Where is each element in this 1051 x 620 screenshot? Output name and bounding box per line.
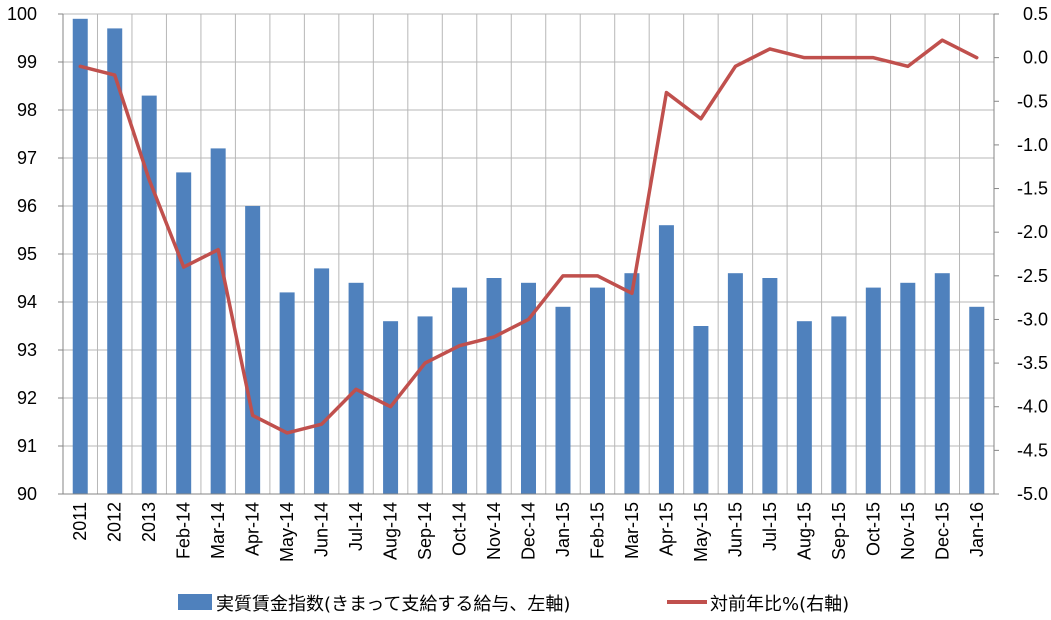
x-tick-label: Jan-16 [967,502,987,557]
bar [141,95,157,494]
bar [279,292,295,494]
x-tick-label: Apr-14 [243,502,263,556]
legend-label-bar: 実質賃金指数(きまって支給する給与、左軸) [216,594,570,615]
bar [900,282,916,494]
x-tick-label: Feb-14 [174,502,194,559]
bar [314,268,330,494]
bar [658,225,674,494]
x-tick-label: Oct-15 [863,502,883,556]
left-tick-label: 100 [7,4,37,24]
bar [417,316,433,494]
x-tick-label: 2012 [105,502,125,542]
right-tick-label: -2.0 [1017,222,1048,242]
x-tick-label: Dec-14 [519,502,539,560]
bar [176,172,192,494]
bar [555,306,571,494]
left-tick-label: 95 [17,244,37,264]
right-tick-label: -0.5 [1017,91,1048,111]
x-tick-label: Mar-14 [208,502,228,559]
x-tick-label: Oct-14 [450,502,470,556]
x-tick-label: Jun-14 [312,502,332,557]
left-tick-label: 94 [17,292,37,312]
line-path [78,38,979,435]
x-tick-label: 2011 [70,502,90,541]
x-tick-label: Jul-15 [760,502,780,551]
right-tick-label: 0.5 [1023,4,1048,24]
x-tick-label: Mar-15 [622,502,642,559]
right-tick-label: -4.0 [1017,397,1048,417]
x-tick-label: Jul-14 [346,502,366,551]
legend-swatch-bar [178,594,212,610]
x-tick-label: Aug-15 [794,502,814,560]
right-tick-label: -2.5 [1017,266,1048,286]
x-tick-label: Jan-15 [553,502,573,557]
legend: 実質賃金指数(きまって支給する給与、左軸) 対前年比%(右軸) [178,594,849,615]
bar [624,273,640,494]
legend-label-line: 対前年比%(右軸) [710,594,849,615]
bar [969,306,985,494]
bar [727,273,743,494]
x-tick-label: May-15 [691,502,711,562]
bar [245,206,261,494]
left-tick-label: 96 [17,196,37,216]
bar [934,273,950,494]
x-tick-label: Nov-14 [484,502,504,560]
left-axis-ticks: 90 91 92 93 94 95 96 97 98 99 100 [7,4,63,504]
right-tick-label: -1.0 [1017,135,1048,155]
left-tick-label: 90 [17,484,37,504]
bar [486,278,502,494]
left-tick-label: 93 [17,340,37,360]
left-tick-label: 99 [17,52,37,72]
x-tick-label: Sep-15 [829,502,849,560]
x-tick-label: 2013 [139,502,159,542]
x-tick-label: Feb-15 [587,502,607,559]
left-tick-label: 97 [17,148,37,168]
x-tick-label: Dec-15 [932,502,952,560]
left-tick-label: 91 [17,436,37,456]
right-tick-label: -1.5 [1017,179,1048,199]
bar [865,287,881,494]
bar [762,278,778,494]
right-tick-label: -3.0 [1017,309,1048,329]
bar [796,321,812,494]
left-tick-label: 98 [17,100,37,120]
bar-series [72,18,985,495]
bar [72,18,88,495]
bar [831,316,847,494]
right-tick-label: -4.5 [1017,440,1048,460]
x-tick-label: Nov-15 [898,502,918,560]
right-axis-ticks: -5.0 -4.5 -4.0 -3.5 -3.0 -2.5 -2.0 -1.5 -1.0 -0.5… [994,4,1048,504]
x-tick-label: May-14 [277,502,297,562]
bar [107,28,123,495]
x-tick-label: Aug-14 [381,502,401,560]
bar [521,282,536,494]
bar [589,287,605,494]
right-tick-label: 0.0 [1023,48,1048,68]
x-axis-ticks: 2011 2012 2013 Feb-14 Mar-14 Apr-14 May-14 Jun-… [70,502,987,562]
left-tick-label: 92 [17,388,37,408]
bar [210,148,226,494]
bar [452,287,468,494]
right-tick-label: -3.5 [1017,353,1048,373]
x-tick-label: Jun-15 [725,502,745,557]
right-tick-label: -5.0 [1017,484,1048,504]
x-tick-label: Sep-14 [415,502,435,560]
x-tick-label: Apr-15 [656,502,676,556]
line-series [78,38,979,435]
bar [693,326,709,494]
